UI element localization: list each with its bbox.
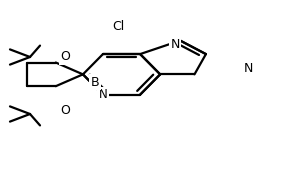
Text: N: N <box>99 88 107 101</box>
Text: N: N <box>243 63 253 76</box>
Text: O: O <box>60 104 70 117</box>
Text: B: B <box>91 76 99 89</box>
Text: N: N <box>170 38 180 51</box>
Text: Cl: Cl <box>112 19 124 32</box>
Text: O: O <box>60 51 70 64</box>
